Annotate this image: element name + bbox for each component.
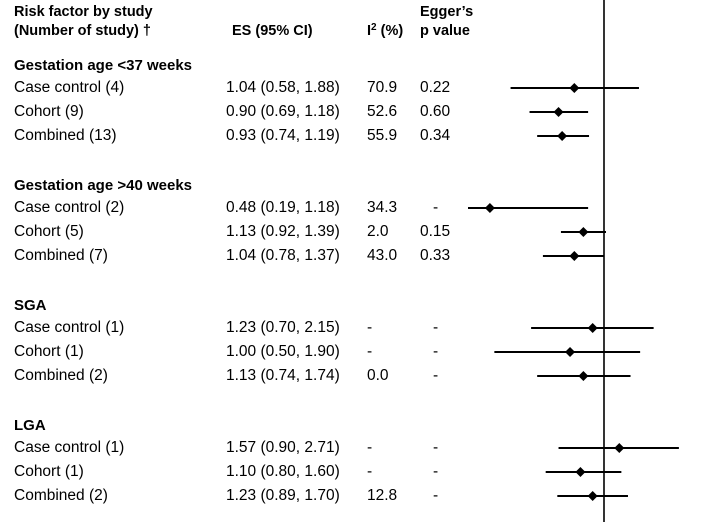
row-egger-p: 0.22 bbox=[420, 79, 451, 96]
row-es-ci: 0.90 (0.69, 1.18) bbox=[226, 103, 340, 120]
row-label: Combined (2) bbox=[14, 487, 108, 504]
header-number-of-study: (Number of study) † bbox=[14, 23, 151, 39]
row-label: Cohort (1) bbox=[14, 463, 84, 480]
row-i2: - bbox=[367, 343, 373, 360]
row-egger-p: 0.33 bbox=[420, 247, 451, 264]
row-es-ci: 1.23 (0.89, 1.70) bbox=[226, 487, 340, 504]
point-estimate-marker bbox=[578, 227, 589, 237]
header-i2: I2 (%) bbox=[367, 22, 404, 40]
row-egger-p: 0.15 bbox=[420, 223, 451, 240]
row-egger-p: - bbox=[433, 199, 439, 216]
row-egger-p: - bbox=[433, 439, 439, 456]
row-egger-p: - bbox=[433, 319, 439, 336]
row-es-ci: 1.04 (0.58, 1.88) bbox=[226, 79, 340, 96]
row-es-ci: 1.13 (0.74, 1.74) bbox=[226, 367, 340, 384]
row-es-ci: 1.57 (0.90, 2.71) bbox=[226, 439, 340, 456]
group-heading: SGA bbox=[14, 297, 47, 314]
point-estimate-marker bbox=[484, 203, 495, 213]
point-estimate-marker bbox=[587, 491, 598, 501]
row-i2: 43.0 bbox=[367, 247, 398, 264]
group-heading: Gestation age <37 weeks bbox=[14, 57, 193, 74]
point-estimate-marker bbox=[575, 467, 586, 477]
row-i2: 2.0 bbox=[367, 223, 389, 240]
row-label: Combined (7) bbox=[14, 247, 108, 264]
row-i2: - bbox=[367, 439, 373, 456]
header-es-ci: ES (95% CI) bbox=[232, 23, 313, 39]
header-egger-line1: Egger’s bbox=[420, 4, 474, 20]
row-i2: 70.9 bbox=[367, 79, 398, 96]
row-label: Case control (1) bbox=[14, 439, 125, 456]
group-heading: Gestation age >40 weeks bbox=[14, 177, 193, 194]
row-i2: 12.8 bbox=[367, 487, 398, 504]
point-estimate-marker bbox=[565, 347, 576, 357]
point-estimate-marker bbox=[569, 251, 580, 261]
row-label: Cohort (1) bbox=[14, 343, 84, 360]
group-heading: LGA bbox=[14, 417, 46, 434]
row-i2: - bbox=[367, 319, 373, 336]
row-label: Case control (4) bbox=[14, 79, 125, 96]
row-i2: 0.0 bbox=[367, 367, 389, 384]
header-risk-factor: Risk factor by study bbox=[14, 4, 153, 20]
row-label: Case control (2) bbox=[14, 199, 125, 216]
row-es-ci: 0.93 (0.74, 1.19) bbox=[226, 127, 340, 144]
row-egger-p: 0.60 bbox=[420, 103, 451, 120]
row-egger-p: - bbox=[433, 463, 439, 480]
row-label: Combined (2) bbox=[14, 367, 108, 384]
row-i2: - bbox=[367, 463, 373, 480]
row-label: Cohort (9) bbox=[14, 103, 84, 120]
row-es-ci: 1.10 (0.80, 1.60) bbox=[226, 463, 340, 480]
point-estimate-marker bbox=[614, 443, 625, 453]
row-es-ci: 0.48 (0.19, 1.18) bbox=[226, 199, 340, 216]
row-es-ci: 1.00 (0.50, 1.90) bbox=[226, 343, 340, 360]
point-estimate-marker bbox=[587, 323, 598, 333]
point-estimate-marker bbox=[557, 131, 568, 141]
row-label: Combined (13) bbox=[14, 127, 117, 144]
row-es-ci: 1.23 (0.70, 2.15) bbox=[226, 319, 340, 336]
row-i2: 52.6 bbox=[367, 103, 398, 120]
point-estimate-marker bbox=[569, 83, 580, 93]
header-egger-line2: p value bbox=[420, 23, 470, 39]
row-egger-p: - bbox=[433, 487, 439, 504]
row-es-ci: 1.13 (0.92, 1.39) bbox=[226, 223, 340, 240]
row-label: Case control (1) bbox=[14, 319, 125, 336]
row-es-ci: 1.04 (0.78, 1.37) bbox=[226, 247, 340, 264]
row-egger-p: 0.34 bbox=[420, 127, 451, 144]
point-estimate-marker bbox=[553, 107, 564, 117]
row-label: Cohort (5) bbox=[14, 223, 84, 240]
point-estimate-marker bbox=[578, 371, 589, 381]
row-egger-p: - bbox=[433, 367, 439, 384]
row-i2: 55.9 bbox=[367, 127, 398, 144]
row-i2: 34.3 bbox=[367, 199, 398, 216]
row-egger-p: - bbox=[433, 343, 439, 360]
